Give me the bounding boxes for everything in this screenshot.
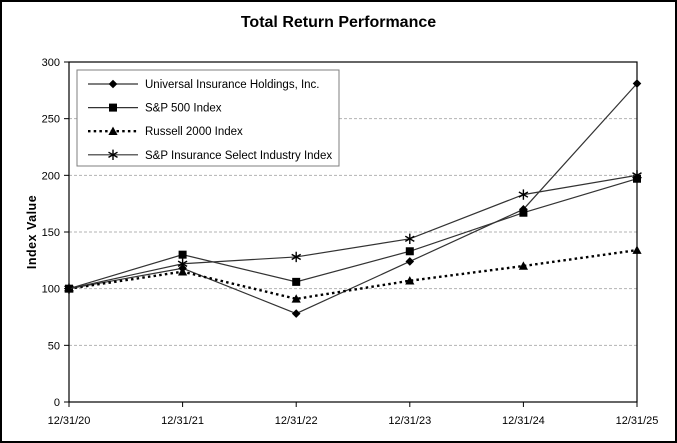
diamond-marker-icon (405, 257, 415, 266)
series-line (68, 248, 638, 301)
series-line (68, 178, 638, 290)
series-s-p-500-index (65, 174, 641, 293)
legend-item-universal-insurance-holdings-inc: Universal Insurance Holdings, Inc. (88, 79, 320, 91)
asterisk-marker-icon (177, 258, 188, 269)
legend-label: S&P 500 Index (145, 103, 222, 115)
y-tick-label: 0 (54, 397, 60, 409)
square-marker-icon (109, 103, 117, 112)
legend-label: S&P Insurance Select Industry Index (145, 150, 332, 162)
legend-box (76, 69, 340, 167)
x-tick-label: 12/31/25 (616, 415, 659, 427)
y-tick-label: 250 (42, 114, 60, 126)
triangle-marker-icon (291, 294, 301, 303)
y-tick-label: 150 (42, 227, 60, 239)
y-tick-label: 200 (42, 170, 60, 182)
triangle-marker-icon (178, 267, 188, 276)
x-tick-label: 12/31/20 (48, 415, 91, 427)
y-tick-label: 300 (42, 57, 60, 69)
triangle-marker-icon (405, 276, 415, 285)
legend-item-s-p-insurance-select-industry-index: S&P Insurance Select Industry Index (88, 149, 332, 162)
asterisk-marker-icon (64, 283, 74, 294)
series-line (68, 83, 638, 315)
square-marker-icon (292, 277, 301, 286)
square-marker-icon (178, 250, 187, 259)
legend: Universal Insurance Holdings, Inc. S&P 50… (76, 69, 340, 167)
legend-label: Russell 2000 Index (145, 126, 243, 138)
chart-title: Total Return Performance (240, 14, 437, 31)
diamond-marker-icon (291, 309, 301, 318)
square-marker-icon (405, 247, 414, 256)
x-tick-label: 12/31/21 (161, 415, 204, 427)
x-tick-label: 12/31/24 (502, 415, 545, 427)
legend-item-s-p-500-index: S&P 500 Index (88, 103, 222, 115)
asterisk-marker-icon (632, 170, 642, 181)
asterisk-marker-icon (108, 149, 118, 160)
asterisk-marker-icon (518, 189, 529, 200)
square-marker-icon (519, 208, 528, 217)
y-tick-label: 100 (42, 284, 60, 296)
asterisk-marker-icon (291, 251, 302, 263)
diamond-marker-icon (108, 79, 118, 89)
x-tick-label: 12/31/23 (388, 415, 431, 427)
legend-label: Universal Insurance Holdings, Inc. (145, 79, 320, 91)
legend-item-russell-2000-index: Russell 2000 Index (88, 126, 243, 138)
series-s-p-insurance-select-industry-index (64, 170, 642, 294)
triangle-marker-icon (108, 126, 118, 135)
y-tick-label: 50 (48, 340, 60, 352)
series-line (68, 174, 638, 290)
diamond-marker-icon (632, 79, 642, 88)
x-tick-label: 12/31/22 (275, 415, 318, 427)
triangle-marker-icon (518, 261, 528, 270)
triangle-marker-icon (632, 245, 642, 254)
asterisk-marker-icon (404, 233, 415, 244)
